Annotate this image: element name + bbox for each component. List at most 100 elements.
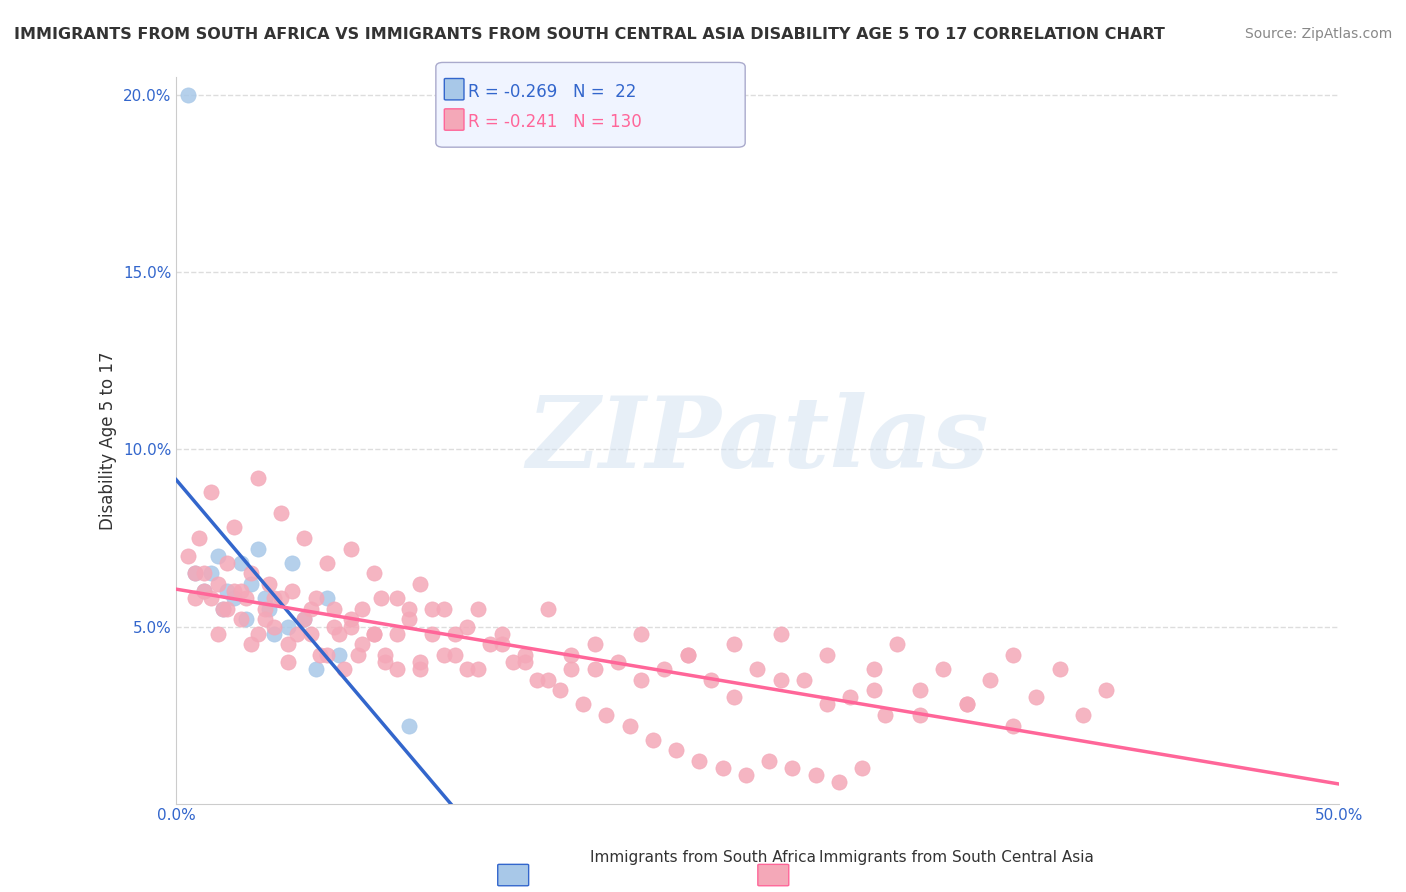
- Point: [352, 602, 374, 616]
- Point: [630, 673, 652, 687]
- Text: R = -0.241   N = 130: R = -0.241 N = 130: [468, 113, 643, 131]
- Point: [299, 602, 322, 616]
- Point: [956, 698, 979, 712]
- Point: [257, 602, 280, 616]
- Point: [537, 602, 560, 616]
- Point: [323, 602, 346, 616]
- Point: [316, 648, 339, 662]
- Point: [263, 591, 285, 606]
- Point: [513, 655, 536, 669]
- Point: [235, 591, 257, 606]
- Point: [246, 471, 269, 485]
- Point: [782, 761, 804, 775]
- Point: [352, 637, 374, 651]
- Point: [217, 602, 239, 616]
- Y-axis label: Disability Age 5 to 17: Disability Age 5 to 17: [100, 351, 117, 530]
- Point: [292, 531, 315, 545]
- Point: [374, 648, 396, 662]
- Point: [700, 673, 723, 687]
- Point: [253, 612, 276, 626]
- Point: [665, 743, 688, 757]
- Point: [277, 619, 299, 633]
- Point: [363, 626, 385, 640]
- Point: [630, 626, 652, 640]
- Point: [444, 626, 467, 640]
- Point: [793, 673, 815, 687]
- Point: [374, 655, 396, 669]
- Point: [409, 655, 432, 669]
- Point: [305, 662, 328, 676]
- Point: [467, 602, 489, 616]
- Point: [263, 626, 285, 640]
- Point: [398, 612, 420, 626]
- Point: [231, 612, 253, 626]
- Point: [246, 626, 269, 640]
- Point: [305, 591, 328, 606]
- Point: [467, 662, 489, 676]
- Point: [491, 637, 513, 651]
- Point: [184, 566, 207, 581]
- Point: [537, 673, 560, 687]
- Point: [207, 577, 229, 591]
- Point: [444, 648, 467, 662]
- Point: [292, 612, 315, 626]
- Point: [723, 637, 745, 651]
- Point: [1002, 719, 1025, 733]
- Point: [270, 591, 292, 606]
- Point: [769, 673, 792, 687]
- Point: [239, 577, 262, 591]
- Point: [224, 591, 246, 606]
- Point: [851, 761, 873, 775]
- Point: [177, 88, 200, 103]
- Point: [862, 662, 884, 676]
- Point: [908, 708, 931, 723]
- Point: [193, 584, 215, 599]
- Point: [184, 566, 207, 581]
- Point: [956, 698, 979, 712]
- Point: [200, 484, 222, 499]
- Point: [207, 626, 229, 640]
- Point: [193, 584, 215, 599]
- Point: [299, 626, 322, 640]
- Point: [239, 566, 262, 581]
- Text: Immigrants from South Africa: Immigrants from South Africa: [591, 850, 815, 865]
- Point: [224, 520, 246, 534]
- Point: [548, 683, 571, 698]
- Point: [339, 619, 361, 633]
- Text: R = -0.269   N =  22: R = -0.269 N = 22: [468, 83, 637, 101]
- Point: [815, 648, 838, 662]
- Point: [1025, 690, 1047, 705]
- Point: [513, 648, 536, 662]
- Point: [1002, 648, 1025, 662]
- Point: [619, 719, 641, 733]
- Point: [328, 626, 350, 640]
- Point: [409, 662, 432, 676]
- Point: [277, 637, 299, 651]
- Point: [572, 698, 595, 712]
- Point: [200, 566, 222, 581]
- Point: [339, 541, 361, 556]
- Text: Source: ZipAtlas.com: Source: ZipAtlas.com: [1244, 27, 1392, 41]
- Point: [456, 662, 478, 676]
- Point: [711, 761, 734, 775]
- Point: [332, 662, 354, 676]
- Point: [804, 768, 827, 782]
- Point: [1049, 662, 1071, 676]
- Point: [420, 626, 443, 640]
- Point: [231, 584, 253, 599]
- Point: [886, 637, 908, 651]
- Point: [398, 719, 420, 733]
- Point: [200, 591, 222, 606]
- Point: [217, 584, 239, 599]
- Point: [370, 591, 392, 606]
- Point: [560, 662, 582, 676]
- Point: [641, 732, 664, 747]
- Point: [239, 637, 262, 651]
- Point: [409, 577, 432, 591]
- Point: [502, 655, 524, 669]
- Point: [875, 708, 897, 723]
- Text: IMMIGRANTS FROM SOUTH AFRICA VS IMMIGRANTS FROM SOUTH CENTRAL ASIA DISABILITY AG: IMMIGRANTS FROM SOUTH AFRICA VS IMMIGRAN…: [14, 27, 1166, 42]
- Text: Immigrants from South Central Asia: Immigrants from South Central Asia: [818, 850, 1094, 865]
- Point: [688, 754, 710, 768]
- Point: [932, 662, 955, 676]
